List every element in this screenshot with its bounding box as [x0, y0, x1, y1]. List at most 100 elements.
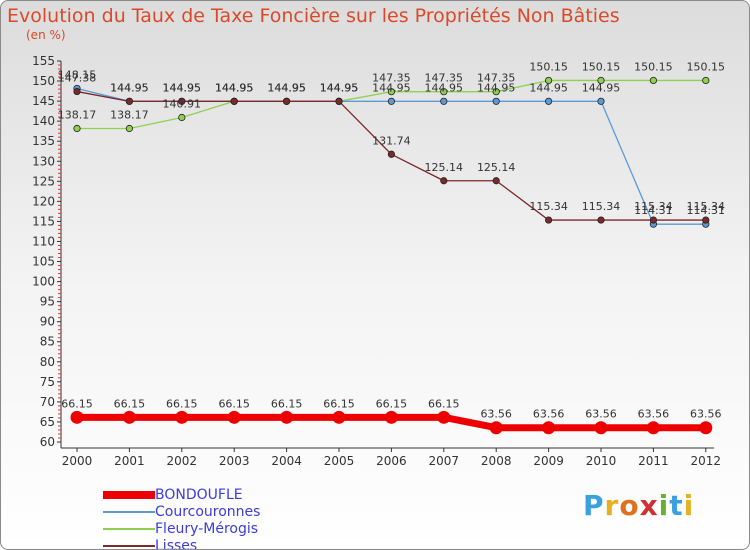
x-tick-label: 2002 — [167, 454, 198, 468]
data-label: 115.34 — [687, 200, 726, 213]
y-tick-label: 100 — [32, 275, 55, 289]
y-tick-label: 135 — [32, 134, 55, 148]
legend-label: BONDOUFLE — [155, 487, 243, 503]
data-point — [332, 410, 346, 424]
y-axis-unit: (en %) — [26, 28, 66, 42]
data-point — [73, 124, 81, 133]
data-point — [597, 97, 605, 105]
data-label: 115.34 — [529, 200, 568, 213]
data-label: 63.56 — [585, 408, 617, 421]
x-tick-label: 2012 — [691, 454, 722, 468]
data-point — [122, 410, 136, 424]
logo-letter: x — [639, 489, 659, 522]
x-tick-label: 2007 — [429, 454, 460, 468]
data-label: 63.56 — [638, 408, 670, 421]
data-point — [699, 421, 713, 435]
data-label: 150.15 — [529, 60, 568, 73]
data-label: 140.91 — [163, 98, 202, 111]
y-tick-label: 70 — [40, 395, 55, 409]
chart-title: Evolution du Taux de Taxe Foncière sur l… — [7, 5, 620, 27]
y-tick-label: 85 — [40, 335, 55, 349]
data-point — [227, 410, 241, 424]
y-tick-label: 115 — [32, 214, 55, 228]
data-point — [492, 97, 500, 105]
data-label: 144.95 — [529, 81, 568, 94]
x-tick-label: 2008 — [481, 454, 512, 468]
y-tick-label: 150 — [32, 74, 55, 88]
data-point — [175, 410, 189, 424]
data-point — [492, 177, 500, 185]
data-point — [73, 87, 81, 96]
data-label: 63.56 — [690, 408, 722, 421]
data-label: 138.17 — [58, 108, 97, 121]
data-label: 66.15 — [166, 397, 198, 410]
data-point — [597, 76, 605, 85]
data-point — [492, 88, 500, 96]
data-point — [440, 88, 448, 96]
legend-swatch-bondoufle — [103, 491, 155, 499]
logo-letter: o — [619, 489, 640, 522]
y-tick-label: 65 — [40, 415, 55, 429]
data-label: 144.95 — [267, 81, 306, 94]
data-label: 144.95 — [110, 81, 149, 94]
data-point — [646, 421, 660, 435]
x-tick-label: 2001 — [114, 454, 145, 468]
data-point — [125, 97, 133, 105]
data-point — [544, 97, 553, 105]
data-label: 66.15 — [114, 397, 146, 410]
data-point — [384, 410, 398, 424]
data-label: 66.15 — [218, 397, 250, 410]
data-point — [597, 216, 605, 224]
data-label: 147.38 — [58, 72, 97, 85]
y-tick-label: 60 — [40, 435, 55, 449]
data-label: 144.95 — [267, 81, 306, 94]
legend-label: Fleury-Mérogis — [155, 521, 259, 537]
data-label: 150.15 — [687, 60, 726, 73]
x-tick-label: 2011 — [638, 454, 669, 468]
logo-letter: i — [683, 489, 695, 522]
data-label: 66.15 — [271, 397, 303, 410]
data-label: 125.14 — [425, 161, 464, 174]
x-tick-label: 2006 — [376, 454, 407, 468]
data-point — [70, 410, 84, 424]
data-label: 144.95 — [215, 81, 254, 94]
y-tick-label: 125 — [32, 174, 55, 188]
legend-label: Lisses — [155, 538, 198, 550]
data-point — [387, 97, 395, 105]
data-label: 66.15 — [376, 397, 408, 410]
data-label: 144.95 — [477, 81, 516, 94]
proxiti-logo: Proxiti — [583, 489, 694, 522]
data-point — [387, 150, 395, 158]
data-label: 63.56 — [533, 408, 565, 421]
data-point — [437, 410, 451, 424]
data-label: 144.95 — [215, 81, 254, 94]
y-tick-label: 105 — [32, 255, 55, 269]
data-label: 144.95 — [320, 81, 359, 94]
data-point — [544, 76, 553, 85]
legend-swatch-courcouronnes — [103, 511, 155, 513]
data-point — [440, 97, 448, 105]
data-label: 114.31 — [687, 204, 726, 217]
logo-letter: t — [669, 489, 684, 522]
data-point — [702, 216, 710, 224]
legend-swatch-fleury-merogis — [103, 528, 155, 530]
x-tick-label: 2009 — [533, 454, 564, 468]
data-point — [702, 76, 710, 85]
data-label: 144.95 — [163, 81, 202, 94]
x-tick-label: 2005 — [324, 454, 355, 468]
data-label: 115.34 — [582, 200, 621, 213]
data-label: 144.95 — [320, 81, 359, 94]
x-tick-label: 2003 — [219, 454, 250, 468]
legend-swatch-lisses — [103, 545, 155, 547]
data-point — [542, 421, 556, 435]
data-label: 125.14 — [477, 161, 516, 174]
logo-letter: r — [604, 489, 620, 522]
legend-label: Courcouronnes — [155, 504, 261, 520]
logo-letter: P — [583, 489, 605, 522]
data-point — [125, 124, 133, 133]
y-tick-label: 90 — [40, 315, 55, 329]
data-label: 150.15 — [634, 60, 673, 73]
y-tick-label: 145 — [32, 94, 55, 108]
